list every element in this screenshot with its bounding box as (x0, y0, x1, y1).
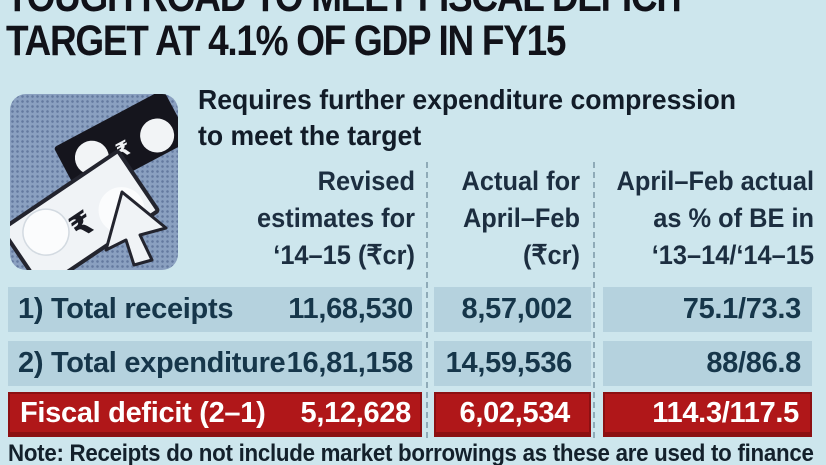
header-line: estimates for (257, 203, 415, 233)
column-gap (591, 392, 603, 437)
cell-value: 11,68,530 (288, 293, 413, 325)
column-gap (422, 392, 434, 437)
header-line: April–Feb actual (616, 166, 814, 196)
column-header-revised-estimates: Revised estimates for ‘14–15 (₹cr) (32, 163, 415, 274)
header-line: Actual for (461, 166, 580, 196)
note-text: Note: Receipts do not include market bor… (8, 440, 814, 465)
row-cell: Fiscal deficit (2–1) 5,12,628 (8, 392, 422, 437)
header-line: as % of BE in (653, 203, 814, 233)
row-label: 1) Total receipts (18, 293, 234, 325)
column-separator (426, 162, 428, 438)
column-separator (593, 162, 595, 438)
column-gap (591, 341, 603, 386)
cell-value: 5,12,628 (300, 396, 412, 429)
column-gap (591, 287, 603, 332)
page-title-line1: TOUGH ROAD TO MEET FISCAL DEFICIT (6, 0, 688, 19)
header-line: April–Feb (462, 203, 580, 233)
row-label: Fiscal deficit (2–1) (20, 396, 266, 429)
table-row-total-receipts: 1) Total receipts 11,68,530 8,57,002 75.… (8, 287, 812, 332)
cell-value: 8,57,002 (461, 293, 573, 325)
cell-value: 14,59,536 (445, 347, 573, 379)
row-label: 2) Total expenditure (18, 347, 286, 379)
header-line: Revised (317, 166, 415, 196)
subtitle-line1: Requires further expenditure compression (198, 84, 737, 115)
subtitle: Requires further expenditure compression… (198, 82, 736, 154)
header-line: ‘13–14/‘14–15 (651, 240, 814, 270)
column-gap (422, 341, 434, 386)
cell-value: 88/86.8 (706, 347, 801, 379)
row-cell: 88/86.8 (603, 341, 812, 386)
cell-value: 114.3/117.5 (652, 396, 799, 429)
column-header-percent-of-be: April–Feb actual as % of BE in ‘13–14/‘1… (614, 163, 814, 274)
falling-currency-notes-icon: ₹ ₹ (10, 94, 178, 270)
down-arrow-icon (104, 190, 168, 267)
table-row-total-expenditure: 2) Total expenditure 16,81,158 14,59,536… (8, 341, 812, 386)
banknote-graphic: ₹ ₹ (10, 94, 178, 270)
page-title: TOUGH ROAD TO MEET FISCAL DEFICIT TARGET… (6, 0, 688, 65)
table-row-fiscal-deficit: Fiscal deficit (2–1) 5,12,628 6,02,534 1… (8, 392, 812, 437)
column-gap (422, 287, 434, 332)
cell-value: 16,81,158 (286, 347, 414, 379)
column-header-actual-april-feb: Actual for April–Feb (₹cr) (443, 163, 580, 274)
row-cell: 14,59,536 (434, 341, 591, 386)
row-cell: 114.3/117.5 (603, 392, 812, 437)
row-cell: 75.1/73.3 (603, 287, 812, 332)
page-title-line2: TARGET AT 4.1% OF GDP IN FY15 (6, 17, 566, 65)
row-cell: 1) Total receipts 11,68,530 (8, 287, 422, 332)
row-cell: 6,02,534 (434, 392, 591, 437)
subtitle-line2: to meet the target (198, 120, 422, 151)
row-cell: 8,57,002 (434, 287, 591, 332)
cell-value: 6,02,534 (459, 396, 571, 429)
header-line: (₹cr) (522, 240, 580, 270)
header-line: ‘14–15 (₹cr) (273, 240, 415, 270)
cell-value: 75.1/73.3 (682, 293, 802, 325)
row-cell: 2) Total expenditure 16,81,158 (8, 341, 422, 386)
